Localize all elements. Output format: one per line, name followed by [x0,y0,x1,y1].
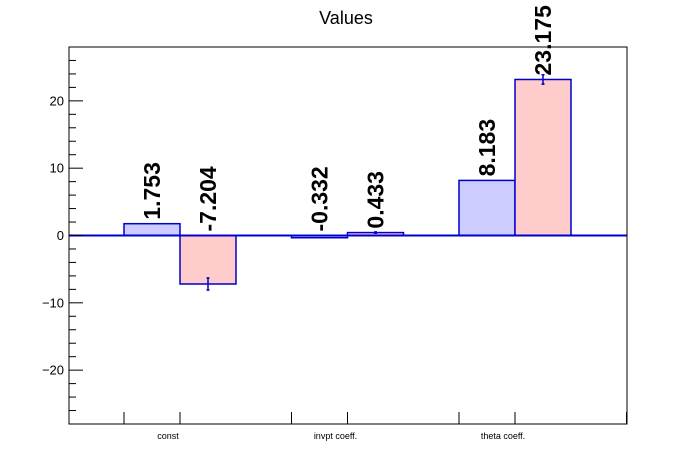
y-tick-label: −20 [42,363,64,378]
bar-s1-c2 [514,78,572,237]
category-label: invpt coeff. [314,431,357,441]
data-label-s1-c1: 0.433 [363,171,389,229]
category-label: const [157,431,179,441]
data-label-s1-c0: -7.204 [195,166,221,231]
data-label-s0-c1: -0.332 [307,166,333,231]
category-label: theta coeff. [481,431,525,441]
x-axis: const invpt coeff. theta coeff. [123,412,627,441]
data-label-s0-c0: 1.753 [139,162,165,220]
error-bars-group [206,74,545,291]
chart-title: Values [319,8,373,28]
bars-group [123,78,572,285]
bar-s1-c0 [179,234,237,285]
y-tick-label: 20 [50,93,64,108]
y-axis: −20 −10 0 10 20 [42,59,83,412]
y-tick-label: −10 [42,295,64,310]
data-label-s1-c2: 23.175 [530,5,556,76]
data-labels-group: 1.753 -0.332 8.183 -7.204 0.433 23.175 [139,5,556,232]
data-label-s0-c2: 8.183 [474,119,500,177]
y-tick-label: 0 [57,228,64,243]
y-tick-label: 10 [50,161,64,176]
bar-s0-c2 [458,179,516,237]
bar-s0-c0 [123,222,181,237]
